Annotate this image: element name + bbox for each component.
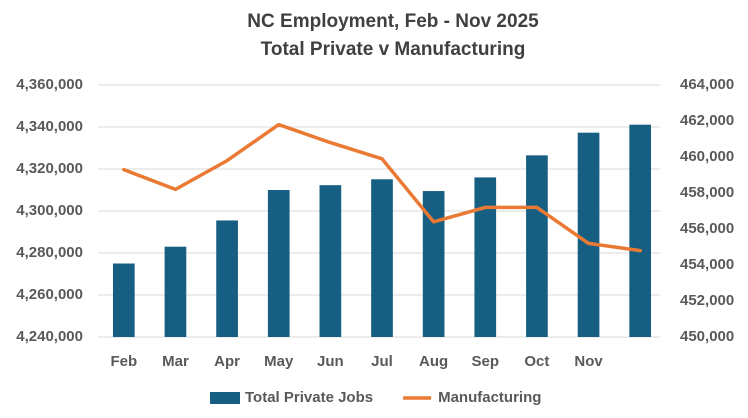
bar	[629, 124, 652, 337]
y2-tick-label: 464,000	[680, 76, 734, 93]
line	[122, 122, 642, 253]
bar	[164, 246, 187, 337]
y-tick-label: 4,240,000	[16, 328, 83, 345]
x-tick-label: Feb	[110, 353, 137, 370]
x-tick-label: Apr	[214, 353, 240, 370]
bar	[371, 179, 393, 337]
y-tick-label: 4,260,000	[16, 286, 83, 303]
x-tick-label: May	[264, 353, 294, 370]
legend-swatch	[210, 392, 240, 404]
y-tick-label: 4,360,000	[16, 76, 83, 93]
y-tick-label: 4,320,000	[16, 160, 83, 177]
legend-label: Manufacturing	[438, 389, 541, 406]
bar	[474, 177, 497, 337]
y2-tick-label: 456,000	[680, 220, 734, 237]
y2-tick-label: 450,000	[680, 328, 734, 345]
bar	[577, 132, 600, 337]
chart-title: NC Employment, Feb - Nov 2025	[247, 11, 539, 32]
y2-tick-label: 454,000	[680, 256, 734, 273]
bar	[112, 263, 135, 337]
y2-tick-label: 460,000	[680, 148, 734, 165]
y-tick-label: 4,280,000	[16, 244, 83, 261]
x-tick-label: Oct	[524, 353, 549, 370]
y2-tick-label: 452,000	[680, 292, 734, 309]
bar	[422, 191, 445, 337]
y-tick-label: 4,340,000	[16, 118, 83, 135]
bar	[216, 220, 238, 337]
y2-tick-label: 462,000	[680, 112, 734, 129]
y-tick-label: 4,300,000	[16, 202, 83, 219]
x-tick-label: Aug	[419, 353, 448, 370]
x-tick-label: Nov	[574, 353, 603, 370]
x-tick-label: Mar	[162, 353, 189, 370]
y2-tick-label: 458,000	[680, 184, 734, 201]
chart-title: Total Private v Manufacturing	[261, 39, 526, 60]
x-tick-label: Sep	[472, 353, 500, 370]
bar	[526, 155, 548, 337]
x-tick-label: Jul	[371, 353, 393, 370]
bar	[267, 190, 290, 337]
x-tick-label: Jun	[317, 353, 344, 370]
bar	[319, 185, 342, 337]
legend-label: Total Private Jobs	[245, 389, 373, 406]
